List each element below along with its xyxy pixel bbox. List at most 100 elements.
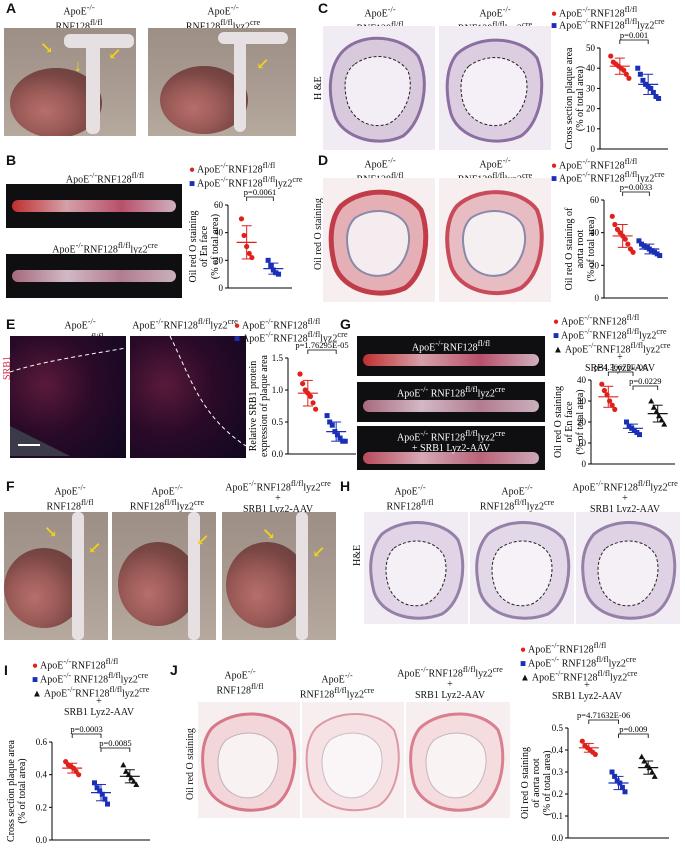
panel-i-legend-1: ● ApoE-/-RNF128fl/fl xyxy=(32,657,119,672)
y-tick-label: 60 xyxy=(214,200,224,210)
p-value-label: p=0.0033 xyxy=(620,182,652,192)
arrow-icon: ↓ xyxy=(74,58,82,75)
data-point xyxy=(238,216,245,222)
data-point xyxy=(609,769,615,775)
y-axis-label: Oil red O staining of xyxy=(564,207,575,290)
y-tick-label: 30 xyxy=(586,83,596,93)
chart-g: Oil red O staining of En face (% of total … xyxy=(553,362,675,469)
y-tick-label: 0.5 xyxy=(552,723,564,733)
he-section-control xyxy=(323,26,435,150)
arrow-icon: ↙ xyxy=(196,532,210,549)
he-h-ko xyxy=(470,512,574,624)
panel-g-legend-3b: + SRB1 Lyz2-AAV xyxy=(584,352,656,374)
data-point xyxy=(241,232,247,239)
he-h-control xyxy=(364,512,468,624)
y-tick-label: 30 xyxy=(577,396,587,406)
data-point xyxy=(661,421,668,427)
data-point xyxy=(612,406,618,412)
he-section-ko xyxy=(439,26,551,150)
y-tick-label: 0.1 xyxy=(552,811,563,821)
y-tick-label: 0.4 xyxy=(36,770,48,780)
y-axis-label: (% of total area) xyxy=(575,66,586,131)
data-point xyxy=(630,249,636,255)
y-tick-label: 20 xyxy=(577,417,587,427)
y-axis-label: (% of total area) xyxy=(17,758,28,823)
arrow-icon: ↙ xyxy=(312,544,326,561)
y-axis-label: Oil red O staining xyxy=(553,386,564,458)
panel-letter-f: F xyxy=(6,478,15,494)
enface-aorta-control xyxy=(6,184,182,228)
p-value-label: p=0.001 xyxy=(620,30,648,40)
y-axis-label: of En face xyxy=(199,225,210,267)
data-point xyxy=(334,432,340,438)
heart-f-control: ↘ ↙ xyxy=(4,512,108,640)
data-point xyxy=(337,435,343,441)
significance-bracket xyxy=(622,191,650,196)
y-tick-label: 50 xyxy=(586,43,596,53)
y-axis-label: Cross section plaque area xyxy=(564,47,575,149)
y-tick-label: 0 xyxy=(582,459,587,469)
data-point xyxy=(265,257,271,263)
chart-e: Relative SRB1 protein expression of plaqu… xyxy=(248,340,356,459)
y-tick-label: 20 xyxy=(590,260,600,270)
heart-photo-control: ↘ ↓ ↙ xyxy=(4,28,136,136)
panel-j-legend-2: ■ ApoE-/- RNF128fl/fllyz2cre xyxy=(520,655,637,670)
data-point xyxy=(656,96,662,101)
scale-bar xyxy=(18,444,40,446)
data-point xyxy=(626,423,632,429)
p-value-label: p=0.0229 xyxy=(629,376,661,386)
data-point xyxy=(599,381,605,387)
significance-bracket xyxy=(246,196,274,201)
y-axis-label: aorta root xyxy=(575,229,586,268)
panel-h-col-3: ApoE-/-RNF128fl/fllyz2cre + SRB1 Lyz2-AAV xyxy=(572,479,678,516)
enface-g-rescue: ApoE-/- RNF128fl/fllyz2cre + SRB1 Lyz2-AA… xyxy=(357,426,545,470)
heart-f-ko: ↙ xyxy=(112,512,216,640)
data-point xyxy=(637,71,643,77)
panel-d-legend-1: ● ApoE-/-RNF128fl/fl xyxy=(551,157,638,172)
panel-b-legend-1: ● ApoE-/-RNF128fl/fl xyxy=(189,161,276,176)
p-value-label: p=0.0085 xyxy=(99,738,131,748)
panel-j-rowlabel: Oil red O staining xyxy=(185,728,196,800)
y-tick-label: 40 xyxy=(577,375,587,385)
panel-b-legend-2: ■ ApoE-/-RNF128fl/fllyz2cre xyxy=(189,175,303,190)
panel-letter-e: E xyxy=(6,316,16,332)
data-point xyxy=(658,416,665,423)
y-axis-label: (% of total area) xyxy=(542,750,553,815)
y-tick-label: 40 xyxy=(214,228,224,238)
panel-i-legend-2: ■ ApoE-/- RNF128fl/fllyz2cre xyxy=(32,671,149,686)
panel-i-legend-3: ▲ ApoE-/-RNF128fl/fllyz2cre xyxy=(32,685,150,700)
data-point xyxy=(92,780,97,786)
data-point xyxy=(650,89,656,95)
data-point xyxy=(623,71,629,77)
data-point xyxy=(133,781,140,787)
data-point xyxy=(609,213,615,219)
data-point xyxy=(102,796,108,802)
y-tick-label: 0.5 xyxy=(272,417,284,427)
y-tick-label: 0.4 xyxy=(552,745,564,755)
arrow-icon: ↙ xyxy=(88,540,102,557)
y-tick-label: 0 xyxy=(219,283,224,293)
panel-e-legend-2: ■ ApoE-/-RNF128fl/fllyz2cre xyxy=(234,330,348,345)
arrow-icon: ↙ xyxy=(108,46,122,63)
panel-h-rowlabel: H&E xyxy=(352,544,363,566)
enface-g-control: ApoE-/-RNF128fl/fl xyxy=(357,336,545,376)
data-point xyxy=(340,438,346,444)
panel-f-col-3: ApoE-/-RNF128fl/fllyz2cre + SRB1 Lyz2-AAV xyxy=(225,479,331,516)
panel-j-legend-1: ● ApoE-/-RNF128fl/fl xyxy=(520,641,607,656)
p-value-label: p=1.76295E-05 xyxy=(295,340,348,350)
data-point xyxy=(654,251,660,257)
enface-aorta-ko xyxy=(6,254,182,298)
y-axis-label: Cross section plaque area xyxy=(6,739,17,841)
panel-c-legend-2: ■ ApoE-/-RNF128fl/fllyz2cre xyxy=(551,17,665,32)
data-point xyxy=(276,271,282,277)
y-tick-label: 10 xyxy=(586,124,596,134)
chart-d: Oil red O staining of aorta root (% of tot… xyxy=(564,182,668,303)
heart-f-rescue: ↘ ↙ xyxy=(222,512,336,640)
data-point xyxy=(120,761,127,768)
data-point xyxy=(609,402,615,408)
y-tick-label: 1.5 xyxy=(272,353,284,363)
data-point xyxy=(105,801,110,807)
chart-i: Cross section plaque area (% of total are… xyxy=(6,724,150,845)
y-tick-label: 0.6 xyxy=(36,737,48,747)
data-point xyxy=(76,772,82,778)
